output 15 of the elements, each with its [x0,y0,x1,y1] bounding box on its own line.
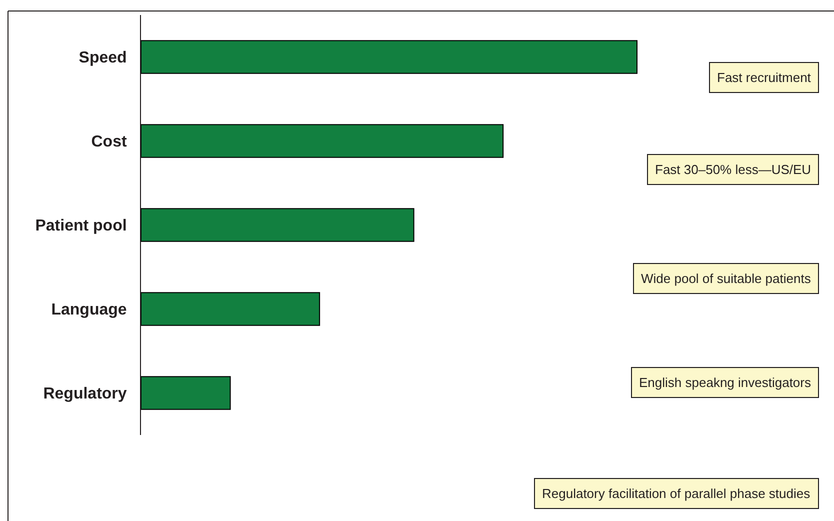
bar [141,292,320,326]
bar [141,124,504,158]
y-tick-label: Regulatory [43,386,127,403]
y-tick-label: Cost [91,134,128,151]
y-tick-label: Speed [78,50,127,67]
bar [141,208,414,242]
text: English speakng investigators [639,375,812,390]
bar [141,376,231,410]
text: Wide pool of suitable patients [641,271,812,286]
text: Regulatory facilitation of parallel phase studies [542,486,811,501]
text: Fast recruitment [717,70,812,85]
bar [141,40,638,74]
y-tick-label: Patient pool [35,218,127,235]
y-tick-label: Language [51,302,127,319]
text: Fast 30–50% less—US/EU [655,162,812,177]
